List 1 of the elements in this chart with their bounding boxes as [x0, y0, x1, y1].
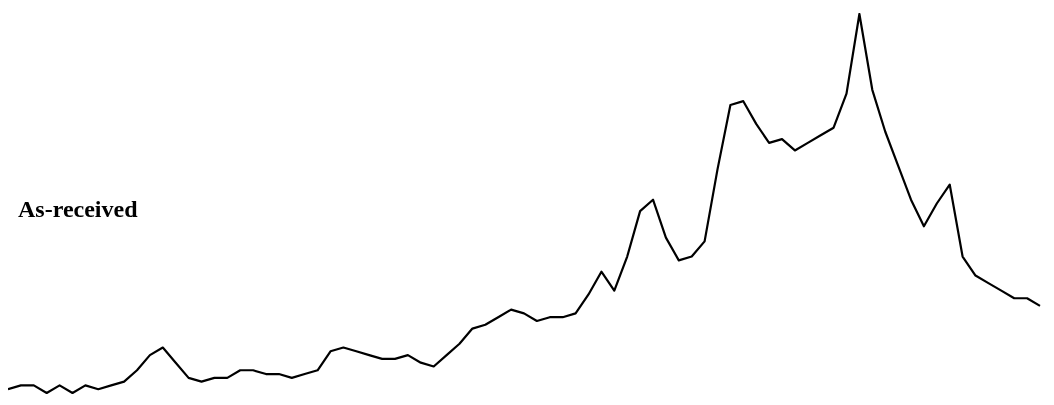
annotation: As-received — [18, 196, 139, 223]
